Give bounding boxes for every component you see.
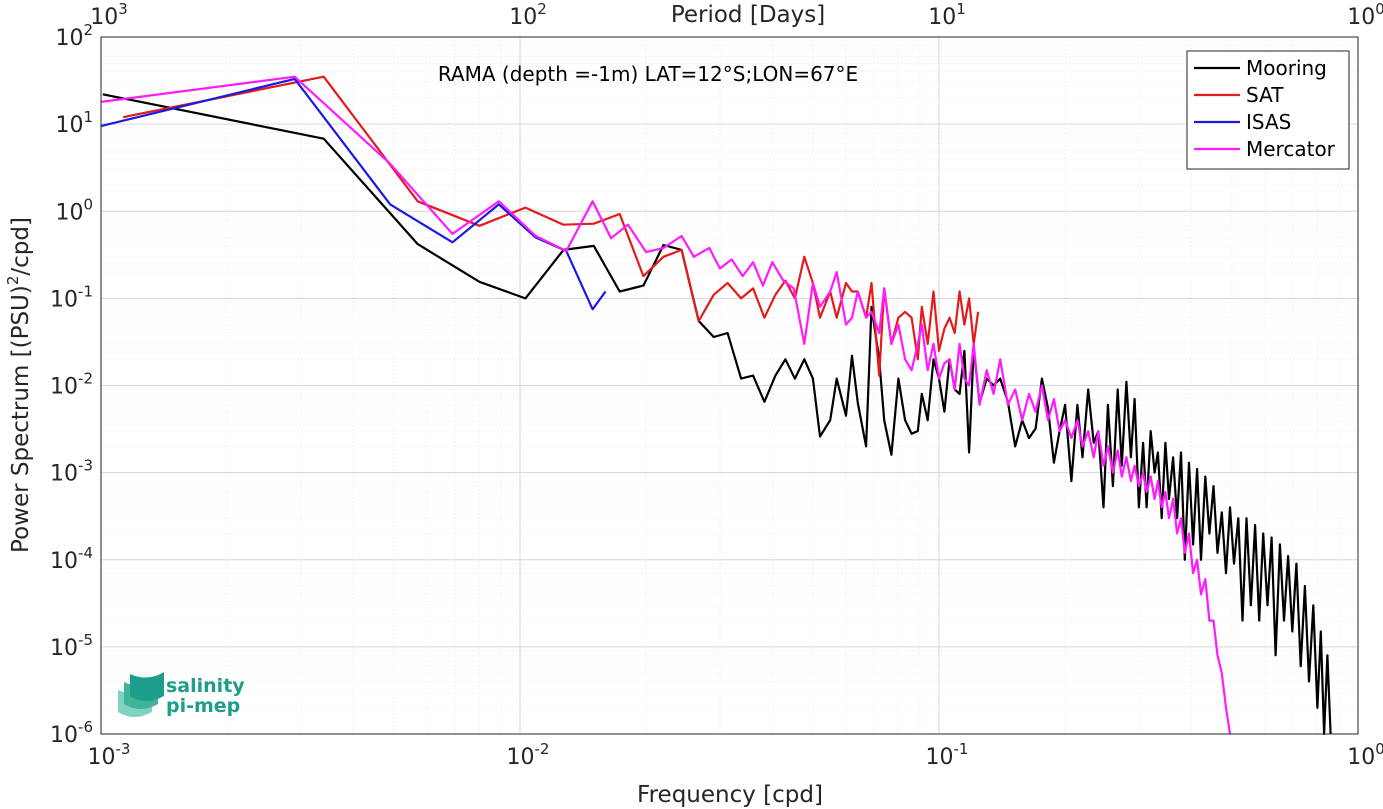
x-tick-label: 10-2 (507, 740, 550, 770)
y-tick-label: 101 (55, 108, 93, 138)
series-line-isas (100, 77, 607, 311)
plot-frame (100, 36, 1359, 735)
y-axis-label: Power Spectrum [(PSU)2/cpd] (4, 217, 34, 553)
x-tick-label-base: 10 (88, 745, 116, 770)
legend-label-isas: ISAS (1246, 110, 1291, 134)
top-tick-label-base: 10 (1347, 5, 1375, 30)
series-line-mooring (102, 93, 1332, 736)
series-line-sat (122, 75, 980, 377)
y-tick-label: 10-4 (50, 544, 93, 574)
x-tick-label-exp: 0 (1375, 740, 1383, 758)
top-axis-label: Period [Days] (671, 2, 825, 28)
y-tick-label-exp: -1 (78, 282, 93, 300)
x-tick-label-exp: -2 (535, 740, 550, 758)
grid (100, 37, 1358, 735)
logo-line1: salinity (166, 675, 245, 697)
top-tick-label-exp: 0 (1375, 0, 1383, 18)
y-tick-label-exp: -4 (78, 544, 93, 562)
y-tick-label-base: 10 (50, 375, 78, 400)
y-tick-label: 10-5 (50, 631, 93, 661)
top-tick-label: 103 (90, 0, 128, 30)
y-tick-label-base: 10 (50, 636, 78, 661)
y-tick-label-base: 10 (50, 723, 78, 748)
legend-label-mercator: Mercator (1246, 137, 1336, 161)
y-tick-label-exp: -3 (78, 457, 93, 475)
y-tick-label-base: 10 (55, 113, 83, 138)
y-tick-label-base: 10 (50, 549, 78, 574)
logo-wave-icon (118, 672, 164, 717)
x-tick-label-exp: -3 (116, 740, 131, 758)
logo-line2: pi-mep (166, 695, 240, 717)
top-tick-label-exp: 1 (956, 0, 966, 18)
top-tick-label-exp: 2 (537, 0, 547, 18)
top-tick-label-exp: 3 (118, 0, 128, 18)
y-axis-label-main: Power Spectrum [(PSU) (8, 285, 34, 553)
x-tick-label-base: 10 (1347, 745, 1375, 770)
x-tick-label: 10-1 (926, 740, 969, 770)
y-tick-label: 10-2 (50, 370, 93, 400)
x-tick-label-base: 10 (926, 745, 954, 770)
top-tick-label: 102 (509, 0, 547, 30)
top-tick-label: 101 (928, 0, 966, 30)
top-tick-label-base: 10 (928, 5, 956, 30)
y-axis-label-rest: /cpd] (8, 217, 34, 276)
y-tick-label: 10-3 (50, 457, 93, 487)
series-line-mercator (100, 75, 1232, 735)
y-tick-label: 100 (55, 195, 93, 225)
y-tick-label-exp: 0 (83, 195, 93, 213)
x-tick-label-base: 10 (507, 745, 535, 770)
legend: Mooring SAT ISAS Mercator (1186, 50, 1350, 170)
y-tick-label-exp: -2 (78, 370, 93, 388)
salinity-pi-mep-logo: salinity pi-mep (118, 672, 245, 717)
y-tick-label: 102 (55, 21, 93, 51)
y-tick-label-base: 10 (55, 200, 83, 225)
y-axis-label-sup: 2 (4, 276, 22, 286)
y-tick-label: 10-1 (50, 282, 93, 312)
series-lines (100, 75, 1332, 736)
y-tick-label-exp: -6 (78, 718, 93, 736)
legend-label-mooring: Mooring (1246, 56, 1327, 80)
y-tick-label-base: 10 (55, 26, 83, 51)
y-tick-label-base: 10 (50, 462, 78, 487)
legend-label-sat: SAT (1246, 83, 1284, 107)
x-tick-label-exp: -1 (954, 740, 969, 758)
y-tick-label-exp: 2 (83, 21, 93, 39)
y-tick-label-exp: -5 (78, 631, 93, 649)
x-axis-label: Frequency [cpd] (637, 782, 823, 808)
top-tick-label-base: 10 (509, 5, 537, 30)
chart-title: RAMA (depth =-1m) LAT=12°S;LON=67°E (438, 62, 858, 86)
x-tick-label: 10-3 (88, 740, 131, 770)
y-tick-label: 10-6 (50, 718, 93, 748)
top-tick-label: 100 (1347, 0, 1383, 30)
y-tick-label-exp: 1 (83, 108, 93, 126)
top-tick-label-base: 10 (90, 5, 118, 30)
y-tick-label-base: 10 (50, 287, 78, 312)
x-tick-label: 100 (1347, 740, 1383, 770)
